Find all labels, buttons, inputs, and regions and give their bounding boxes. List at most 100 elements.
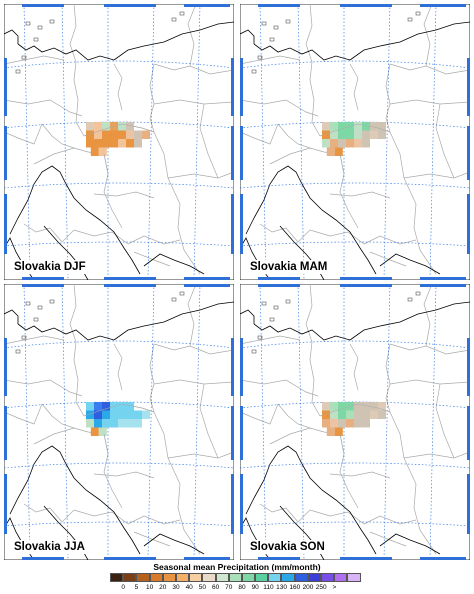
country-border bbox=[4, 335, 65, 345]
legend-color-box bbox=[281, 573, 295, 582]
legend-color-box bbox=[294, 573, 308, 582]
country-border bbox=[305, 284, 321, 417]
country-border-overlay bbox=[339, 433, 345, 455]
country-border bbox=[240, 99, 319, 117]
precip-grid-cell bbox=[338, 130, 346, 139]
country-border bbox=[389, 99, 470, 105]
precip-grid-cell bbox=[334, 147, 343, 156]
precip-grid-cell bbox=[330, 419, 338, 428]
precip-grid-cell bbox=[370, 130, 378, 139]
precip-grid-cell bbox=[354, 410, 362, 419]
precip-grid-cell bbox=[118, 410, 126, 419]
country-border-overlay bbox=[103, 153, 109, 175]
precip-grid-cell bbox=[86, 419, 94, 428]
legend-tick-label: 110 bbox=[263, 584, 274, 591]
country-border bbox=[23, 223, 75, 243]
map-son bbox=[240, 284, 470, 560]
island-outline bbox=[21, 335, 27, 340]
country-border bbox=[413, 483, 437, 555]
precip-grid-cell bbox=[354, 130, 362, 139]
country-border bbox=[167, 171, 234, 179]
precip-grid-cell bbox=[362, 410, 370, 419]
precip-grid-cell bbox=[378, 130, 386, 139]
country-border bbox=[69, 4, 85, 137]
country-border bbox=[240, 335, 301, 345]
country-border bbox=[93, 191, 155, 199]
precip-grid-cell bbox=[330, 122, 338, 131]
coastline bbox=[245, 165, 377, 275]
country-border bbox=[435, 103, 455, 179]
precip-grid-cell bbox=[134, 130, 142, 139]
country-border bbox=[349, 343, 359, 391]
precip-grid-cell bbox=[118, 122, 126, 131]
island-outline bbox=[269, 317, 275, 322]
country-border bbox=[177, 203, 201, 275]
precip-grid-cell bbox=[94, 402, 102, 411]
legend-tick-label: 5 bbox=[134, 584, 139, 591]
island-outline bbox=[171, 17, 177, 22]
legend-color-box bbox=[123, 573, 137, 582]
precip-grid-cell bbox=[346, 139, 354, 148]
legend-color-box bbox=[334, 573, 348, 582]
precip-grid-cell bbox=[362, 122, 370, 131]
precip-grid-cell bbox=[118, 402, 126, 411]
panel-djf: Slovakia DJF bbox=[4, 4, 234, 280]
country-border bbox=[423, 4, 433, 67]
country-border bbox=[113, 343, 123, 391]
country-border bbox=[4, 403, 43, 425]
country-border bbox=[153, 379, 234, 385]
country-border bbox=[4, 379, 83, 397]
country-border-overlay bbox=[103, 433, 109, 455]
country-border bbox=[153, 131, 181, 205]
country-border bbox=[127, 515, 181, 525]
coastline bbox=[253, 323, 351, 341]
country-border bbox=[73, 509, 129, 525]
country-border-overlay bbox=[83, 403, 155, 417]
country-border bbox=[23, 503, 75, 523]
precip-grid-cell bbox=[330, 139, 338, 148]
precip-grid-cell bbox=[370, 410, 378, 419]
precip-grid-cell bbox=[322, 410, 330, 419]
precip-grid-cell bbox=[126, 130, 134, 139]
island-outline bbox=[415, 291, 421, 296]
lat-lon-gridline bbox=[4, 462, 234, 469]
country-border bbox=[41, 123, 75, 149]
precip-grid-cell bbox=[322, 122, 330, 131]
legend-tick-label: 10 bbox=[145, 584, 154, 591]
precip-grid-cell bbox=[362, 419, 370, 428]
country-border bbox=[277, 123, 311, 149]
map-djf bbox=[4, 4, 234, 280]
country-border bbox=[4, 123, 43, 145]
precip-grid-cell bbox=[354, 402, 362, 411]
country-border bbox=[177, 483, 201, 555]
legend-tick-label: 40 bbox=[185, 584, 193, 591]
precip-grid-cell bbox=[98, 147, 107, 156]
precip-grid-cell bbox=[378, 402, 386, 411]
island-outline bbox=[25, 301, 31, 306]
precip-grid-cell bbox=[338, 122, 346, 131]
precip-grid-cell bbox=[142, 410, 150, 419]
country-border bbox=[187, 4, 197, 67]
island-outline bbox=[251, 349, 257, 354]
island-outline bbox=[257, 55, 263, 60]
precip-grid-cell bbox=[370, 122, 378, 131]
island-outline bbox=[273, 25, 279, 30]
island-outline bbox=[257, 335, 263, 340]
precip-grid-cell bbox=[94, 419, 102, 428]
precip-grid-cell bbox=[94, 122, 102, 131]
precip-grid-cell bbox=[134, 419, 142, 428]
legend-tick-label: > bbox=[332, 584, 337, 591]
island-outline bbox=[285, 19, 291, 24]
country-border bbox=[435, 383, 455, 459]
legend-colorbar bbox=[110, 573, 361, 582]
coastline bbox=[17, 323, 115, 341]
lat-lon-gridline bbox=[240, 401, 470, 409]
precip-grid-cell bbox=[126, 139, 134, 148]
precip-grid-cell bbox=[102, 410, 110, 419]
precip-grid-cell bbox=[118, 419, 126, 428]
precip-grid-cell bbox=[322, 419, 330, 428]
island-outline bbox=[251, 69, 257, 74]
coastline bbox=[349, 301, 470, 341]
lat-lon-gridline bbox=[240, 121, 470, 129]
legend-color-box bbox=[110, 573, 124, 582]
